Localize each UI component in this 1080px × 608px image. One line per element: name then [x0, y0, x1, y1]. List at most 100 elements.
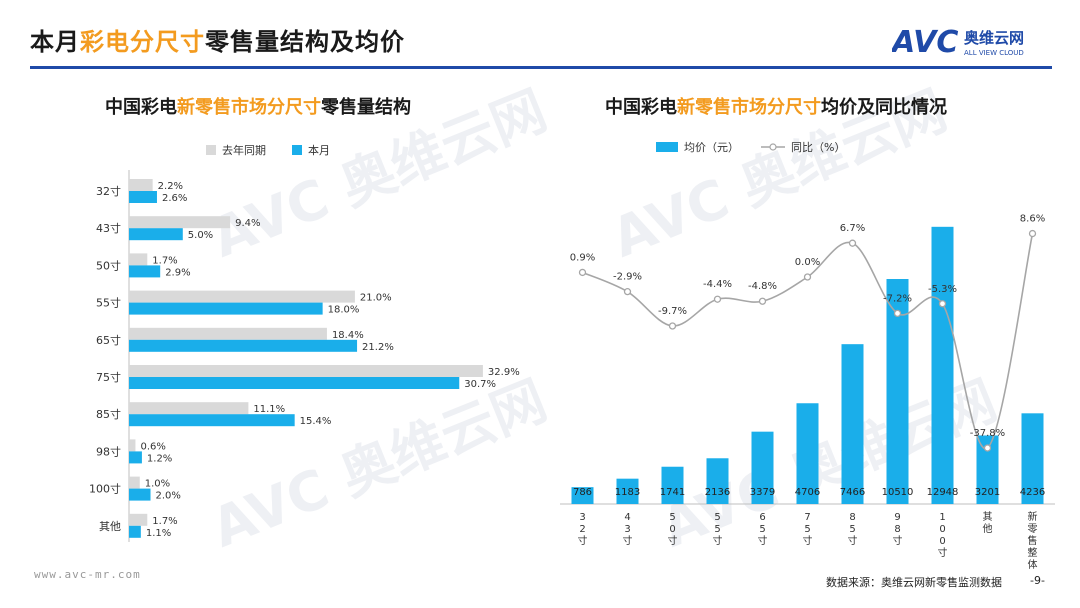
category-label: 50寸 [96, 258, 121, 272]
logo-cn: 奥维云网 [964, 29, 1024, 47]
category-label: 55寸 [96, 296, 121, 310]
category-label: 100寸 [89, 482, 121, 496]
bar-avg-price [706, 458, 729, 504]
yoy-label: 0.0% [795, 257, 820, 268]
data-label-current: 5.0% [188, 230, 213, 241]
bar-value-label: 2136 [705, 487, 730, 498]
yoy-label: -5.3% [928, 284, 957, 295]
data-label-prev: 18.4% [332, 330, 364, 341]
category-label: 43寸 [96, 221, 121, 235]
bar-current [129, 339, 358, 352]
data-label-prev: 1.7% [152, 255, 177, 266]
bar-avg-price [1021, 413, 1044, 504]
yoy-label: -37.8% [970, 428, 1005, 439]
category-label: 其他 [983, 511, 993, 535]
legend-label-cur: 本月 [308, 144, 330, 157]
bar-value-label: 3379 [750, 487, 775, 498]
left-chart-title: 中国彩电新零售市场分尺寸零售量结构 [105, 97, 411, 118]
data-label-current: 2.0% [156, 491, 181, 502]
logo-text: AVC [892, 26, 958, 58]
yoy-label: -2.9% [613, 272, 642, 283]
yoy-point [578, 268, 587, 277]
bar-avg-price [661, 466, 684, 504]
legend-label-yoy: 同比（%） [791, 141, 846, 154]
right-combo-chart: 786 3 2 寸 1183 4 3 寸 1741 5 0 寸 2136 5 5 寸 3379 6 5 寸 4706 7 5… [560, 214, 1055, 570]
data-label-current: 18.0% [328, 305, 360, 316]
data-source: 数据来源：奥维云网新零售监测数据 [826, 576, 1002, 589]
bar-current [129, 488, 151, 501]
page-number: -9- [1030, 574, 1045, 587]
category-label: 其他 [99, 520, 121, 533]
bar-current [129, 302, 323, 315]
data-label-current: 15.4% [300, 416, 332, 427]
legend-label-price: 均价（元） [684, 141, 739, 154]
category-label: 新零售整体 [1028, 510, 1038, 570]
logo-en: ALL VIEW CLOUD [964, 49, 1024, 57]
right-chart-title: 中国彩电新零售市场分尺寸均价及同比情况 [605, 97, 947, 118]
bar-prev [129, 253, 148, 266]
yoy-label: -9.7% [658, 306, 687, 317]
category-label: 75寸 [96, 370, 121, 384]
data-label-prev: 2.2% [158, 181, 183, 192]
avc-logo: AVC 奥维云网 ALL VIEW CLOUD [892, 26, 1024, 58]
bar-current [129, 265, 161, 278]
data-label-prev: 21.0% [360, 293, 392, 304]
category-label: 85寸 [96, 407, 121, 421]
bar-avg-price [616, 478, 639, 504]
data-label-current: 2.9% [165, 267, 190, 278]
yoy-label: -4.4% [703, 279, 732, 290]
data-label-current: 1.1% [146, 528, 171, 539]
bar-value-label: 12948 [927, 487, 959, 498]
category-label: 98寸 [96, 444, 121, 458]
yoy-label: -7.2% [883, 293, 912, 304]
bar-value-label: 1741 [660, 487, 685, 498]
bar-prev [129, 365, 483, 377]
bar-current [129, 191, 157, 203]
bar-avg-price [886, 279, 909, 504]
bar-prev [129, 179, 153, 191]
bar-avg-price [751, 431, 774, 504]
bar-avg-price [931, 226, 954, 504]
yoy-point [668, 322, 677, 330]
data-label-current: 30.7% [464, 379, 496, 390]
yoy-point [758, 297, 767, 305]
bar-prev [129, 439, 136, 452]
bar-avg-price [841, 344, 864, 504]
data-label-current: 21.2% [362, 342, 394, 353]
yoy-label: 6.7% [840, 223, 865, 234]
yoy-label: -4.8% [748, 281, 777, 292]
yoy-point [983, 444, 992, 452]
data-label-prev: 32.9% [488, 367, 520, 378]
bar-value-label: 4706 [795, 487, 820, 498]
yoy-point [893, 309, 902, 318]
page-title: 本月彩电分尺寸零售量结构及均价 [30, 28, 405, 56]
yoy-point [803, 273, 812, 281]
data-label-current: 2.6% [162, 193, 187, 204]
legend-swatch-yoy [761, 143, 785, 151]
yoy-point [713, 295, 722, 303]
bar-avg-price [796, 403, 819, 504]
bar-prev [129, 327, 327, 340]
bar-value-label: 786 [573, 487, 592, 498]
left-bar-chart: 32寸 2.2%2.6%43寸 9.4%5.0%50寸 1.7%2.9%55寸 21.0… [89, 170, 520, 542]
category-label: 65寸 [96, 333, 121, 347]
bar-avg-price [976, 435, 999, 504]
bar-prev [129, 476, 140, 489]
bar-value-label: 10510 [882, 487, 914, 498]
data-label-prev: 1.7% [152, 516, 177, 527]
bar-value-label: 4236 [1020, 487, 1045, 498]
bar-value-label: 3201 [975, 487, 1000, 498]
bar-current [129, 377, 460, 389]
yoy-point [1028, 229, 1037, 238]
header-rule [30, 66, 1052, 69]
data-label-prev: 11.1% [253, 404, 285, 415]
bar-value-label: 7466 [840, 487, 865, 498]
bar-prev [129, 513, 148, 526]
legend-swatch-prev [206, 145, 216, 155]
